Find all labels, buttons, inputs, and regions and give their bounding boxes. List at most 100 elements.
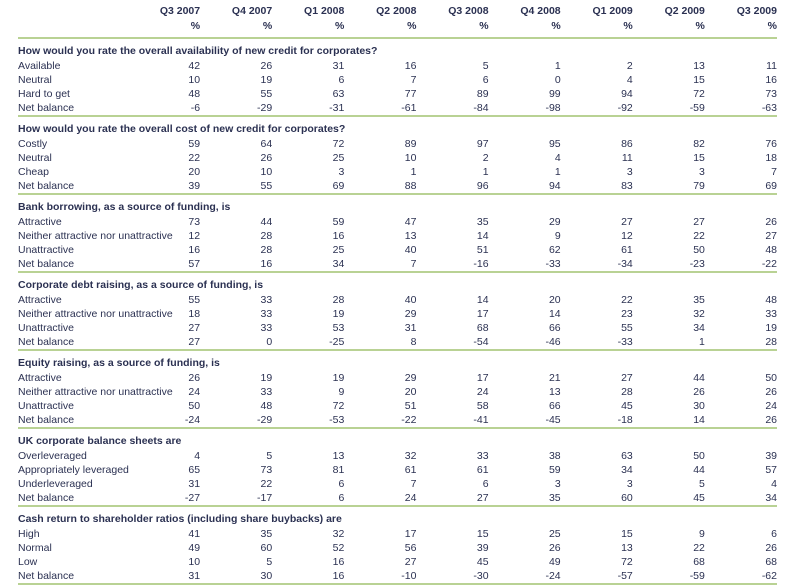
row-label: Net balance bbox=[18, 101, 75, 114]
table-section: How would you rate the overall cost of n… bbox=[18, 116, 777, 194]
cell-value: 10 bbox=[188, 555, 201, 568]
cell-value: 8 bbox=[410, 335, 417, 348]
cell-value: 27 bbox=[621, 215, 633, 228]
table-row: Unattractive 50 48 72 51 58 66 45 30 24 bbox=[18, 399, 777, 413]
cell-value: 66 bbox=[548, 399, 561, 412]
cell-value: 68 bbox=[765, 555, 777, 568]
column-header: Q4 2008 bbox=[520, 5, 561, 17]
cell-value: 29 bbox=[404, 371, 417, 384]
section-title: Bank borrowing, as a source of funding, … bbox=[18, 201, 231, 213]
cell-value: 82 bbox=[693, 137, 705, 150]
header-spacer bbox=[18, 2, 128, 17]
cell-value: 3 bbox=[699, 165, 705, 178]
cell-value: 45 bbox=[621, 399, 633, 412]
cell-value: 28 bbox=[765, 335, 777, 348]
unit-label: % bbox=[262, 20, 273, 32]
cell-value: -31 bbox=[329, 101, 345, 114]
cell-value: -98 bbox=[545, 101, 561, 114]
cell-value: 50 bbox=[188, 399, 201, 412]
cell-value: 26 bbox=[765, 385, 777, 398]
cell-value: 3 bbox=[554, 477, 561, 490]
cell-value: 18 bbox=[188, 307, 201, 320]
cell-value: 6 bbox=[338, 491, 345, 504]
column-header: Q1 2008 bbox=[304, 5, 345, 17]
cell-value: 41 bbox=[188, 527, 201, 540]
cell-value: 7 bbox=[771, 165, 777, 178]
cell-value: 5 bbox=[266, 449, 273, 462]
cell-value: 39 bbox=[476, 541, 489, 554]
cell-value: 16 bbox=[188, 243, 201, 256]
cell-value: 47 bbox=[404, 215, 417, 228]
cell-value: 63 bbox=[621, 449, 633, 462]
cell-value: 4 bbox=[626, 73, 633, 86]
row-label: Appropriately leveraged bbox=[18, 463, 129, 476]
cell-value: 13 bbox=[404, 229, 417, 242]
quarter-header-row: Q3 2007 Q4 2007 Q1 2008 Q2 2008 Q3 2008 Q4 20… bbox=[18, 2, 777, 17]
table-section: Cash return to shareholder ratios (inclu… bbox=[18, 506, 777, 584]
cell-value: 10 bbox=[404, 151, 417, 164]
column-header: Q3 2009 bbox=[736, 5, 777, 17]
row-label: Neutral bbox=[18, 73, 52, 86]
cell-value: -24 bbox=[184, 413, 201, 426]
table-row: Neither attractive nor unattractive 24 33 9… bbox=[18, 385, 777, 399]
column-header: Q4 2007 bbox=[231, 5, 273, 17]
cell-value: 0 bbox=[266, 335, 273, 348]
cell-value: 17 bbox=[404, 527, 417, 540]
cell-value: 15 bbox=[693, 73, 705, 86]
unit-label: % bbox=[479, 20, 489, 32]
cell-value: 34 bbox=[765, 491, 777, 504]
cell-value: 15 bbox=[476, 527, 489, 540]
cell-value: 15 bbox=[693, 151, 705, 164]
cell-value: 6 bbox=[338, 73, 345, 86]
cell-value: 96 bbox=[476, 179, 489, 192]
cell-value: 30 bbox=[260, 569, 273, 582]
cell-value: 99 bbox=[548, 87, 561, 100]
section-title: Cash return to shareholder ratios (inclu… bbox=[18, 513, 342, 525]
cell-value: 34 bbox=[332, 257, 345, 270]
cell-value: 61 bbox=[404, 463, 417, 476]
cell-value: -23 bbox=[689, 257, 705, 270]
table-row: Appropriately leveraged 65 73 81 61 61 59 34 44 5… bbox=[18, 463, 777, 477]
cell-value: 33 bbox=[260, 321, 273, 334]
cell-value: -25 bbox=[329, 335, 345, 348]
cell-value: 12 bbox=[621, 229, 633, 242]
cell-value: 5 bbox=[266, 555, 273, 568]
cell-value: 27 bbox=[476, 491, 489, 504]
row-label: Available bbox=[18, 59, 61, 72]
cell-value: 27 bbox=[693, 215, 705, 228]
cell-value: -41 bbox=[473, 413, 489, 426]
cell-value: 9 bbox=[699, 527, 705, 540]
table-row: Hard to get 48 55 63 77 89 99 94 72 73 bbox=[18, 87, 777, 101]
table-row: Underleveraged 31 22 6 7 6 3 3 5 4 bbox=[18, 477, 777, 491]
cell-value: 22 bbox=[621, 293, 633, 306]
cell-value: 27 bbox=[621, 371, 633, 384]
cell-value: 31 bbox=[404, 321, 417, 334]
row-label: Attractive bbox=[18, 215, 62, 228]
cell-value: 39 bbox=[188, 179, 201, 192]
row-label: High bbox=[18, 527, 40, 540]
cell-value: 57 bbox=[188, 257, 201, 270]
row-label: Unattractive bbox=[18, 321, 75, 334]
cell-value: -22 bbox=[401, 413, 417, 426]
row-label: Cheap bbox=[18, 165, 49, 178]
cell-value: 68 bbox=[476, 321, 489, 334]
cell-value: 3 bbox=[338, 165, 345, 178]
cell-value: 88 bbox=[404, 179, 417, 192]
cell-value: 60 bbox=[260, 541, 273, 554]
cell-value: 55 bbox=[260, 179, 273, 192]
table-section: Corporate debt raising, as a source of f… bbox=[18, 272, 777, 350]
cell-value: -59 bbox=[689, 569, 705, 582]
cell-value: 13 bbox=[548, 385, 561, 398]
cell-value: 95 bbox=[548, 137, 561, 150]
cell-value: 14 bbox=[476, 293, 489, 306]
cell-value: 1 bbox=[410, 165, 417, 178]
cell-value: 16 bbox=[404, 59, 417, 72]
cell-value: 1 bbox=[554, 59, 561, 72]
cell-value: 20 bbox=[404, 385, 417, 398]
cell-value: 24 bbox=[476, 385, 489, 398]
column-header: Q3 2007 bbox=[159, 5, 201, 17]
cell-value: 49 bbox=[188, 541, 201, 554]
cell-value: 33 bbox=[260, 307, 273, 320]
table-row: Costly 59 64 72 89 97 95 86 82 76 bbox=[18, 137, 777, 151]
table-row: Overleveraged 4 5 13 32 33 38 63 50 39 bbox=[18, 449, 777, 463]
